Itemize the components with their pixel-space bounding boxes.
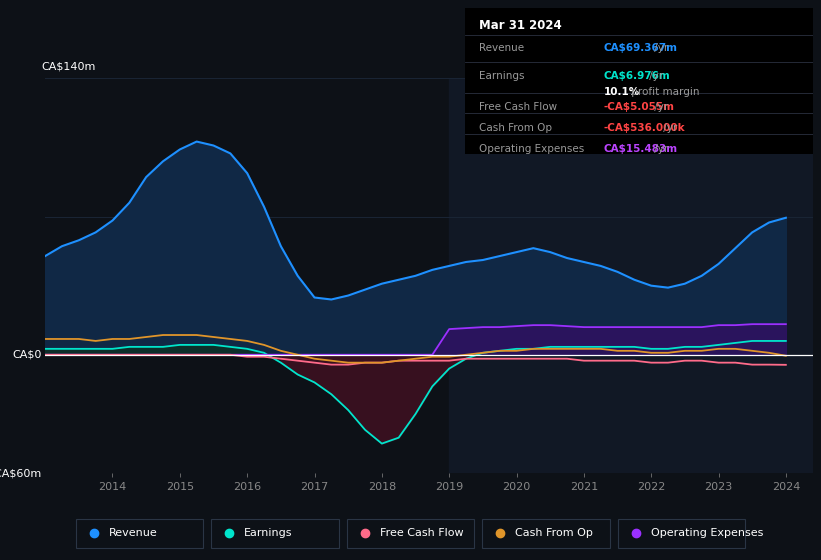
Text: Cash From Op: Cash From Op xyxy=(516,529,593,538)
Text: Earnings: Earnings xyxy=(244,529,293,538)
Text: /yr: /yr xyxy=(651,43,668,53)
Text: CA$6.976m: CA$6.976m xyxy=(604,71,671,81)
Text: -CA$5.055m: -CA$5.055m xyxy=(604,101,675,111)
Text: profit margin: profit margin xyxy=(628,87,699,97)
Text: Revenue: Revenue xyxy=(479,43,524,53)
Text: CA$69.367m: CA$69.367m xyxy=(604,43,678,53)
Text: -CA$60m: -CA$60m xyxy=(0,468,41,478)
Text: Earnings: Earnings xyxy=(479,71,524,81)
Text: /yr: /yr xyxy=(651,101,668,111)
Text: Operating Expenses: Operating Expenses xyxy=(650,529,763,538)
Text: /yr: /yr xyxy=(651,144,668,154)
Text: Free Cash Flow: Free Cash Flow xyxy=(379,529,463,538)
Text: /yr: /yr xyxy=(646,71,663,81)
Bar xyxy=(449,78,813,473)
Text: CA$15.483m: CA$15.483m xyxy=(604,144,678,154)
Text: 10.1%: 10.1% xyxy=(604,87,640,97)
Text: Cash From Op: Cash From Op xyxy=(479,123,552,133)
Text: CA$0: CA$0 xyxy=(12,350,41,360)
Text: -CA$536.000k: -CA$536.000k xyxy=(604,123,686,133)
Text: Operating Expenses: Operating Expenses xyxy=(479,144,584,154)
Text: Revenue: Revenue xyxy=(108,529,158,538)
Text: Mar 31 2024: Mar 31 2024 xyxy=(479,18,562,31)
Text: CA$140m: CA$140m xyxy=(41,62,95,72)
Text: /yr: /yr xyxy=(660,123,677,133)
Text: Free Cash Flow: Free Cash Flow xyxy=(479,101,557,111)
